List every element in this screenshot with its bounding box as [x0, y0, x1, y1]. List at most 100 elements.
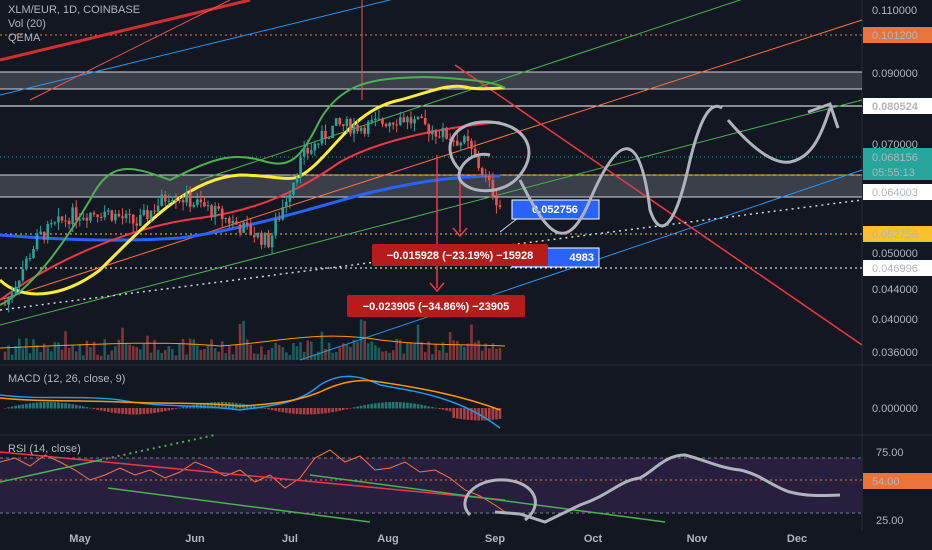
candle — [110, 210, 114, 221]
callout-pointer — [499, 217, 519, 233]
volume-bar — [235, 344, 238, 360]
macd-bar — [114, 408, 117, 414]
candle — [470, 140, 473, 149]
measure-arrow-1-head — [452, 227, 468, 238]
macd-bar — [35, 402, 39, 409]
volume-bar — [203, 348, 206, 360]
macd-bar — [21, 404, 25, 409]
x-tick: Sep — [485, 533, 505, 545]
macd-bar — [178, 407, 181, 409]
candle — [366, 121, 370, 134]
macd-bar — [181, 406, 185, 409]
macd-bar — [317, 408, 320, 415]
macd-bar — [25, 403, 28, 409]
x-tick: Oct — [584, 533, 603, 545]
macd-bar — [413, 403, 416, 409]
macd-bar — [452, 408, 456, 418]
volume-bar — [149, 352, 153, 360]
volume-bar — [57, 342, 60, 360]
rsi-legend[interactable]: RSI (14, close) — [8, 443, 81, 455]
macd-bar — [60, 402, 64, 409]
rsi-forecast-scribble — [494, 453, 841, 524]
macd-bar — [49, 402, 53, 409]
volume-bar — [356, 341, 359, 360]
candle — [117, 213, 121, 217]
candle — [17, 280, 21, 287]
svg-text:0.068156: 0.068156 — [872, 152, 918, 164]
candle — [309, 150, 313, 154]
macd-bar — [128, 408, 131, 415]
macd-bar — [423, 405, 427, 409]
candle — [281, 207, 285, 220]
macd-bar — [117, 408, 121, 414]
x-tick: Dec — [787, 533, 807, 545]
volume-bar — [146, 335, 149, 360]
macd-bar — [384, 402, 388, 409]
macd-bar — [377, 402, 381, 409]
volume-bar — [488, 348, 491, 360]
macd-bar — [359, 405, 363, 409]
candle — [324, 130, 327, 140]
candle — [25, 258, 28, 270]
candle — [370, 120, 374, 122]
macd-bar — [309, 408, 313, 415]
candle — [488, 175, 491, 181]
volume-bar — [3, 351, 7, 360]
volume-bar — [463, 346, 466, 360]
candle — [74, 207, 78, 221]
macd-bar — [67, 403, 71, 409]
volume-bar — [92, 341, 96, 360]
channel-line-red-top — [0, 0, 251, 62]
measure-label-2[interactable] — [347, 295, 525, 317]
volume-bar — [14, 345, 17, 360]
volume-ma-line — [0, 335, 506, 349]
symbol-title[interactable]: XLM/EUR, 1D, COINBASE — [8, 4, 141, 16]
candle — [356, 124, 359, 132]
qema-indicator-label[interactable]: QEMA — [8, 32, 41, 44]
volume-bar — [39, 351, 42, 360]
rsi-trend-red — [0, 451, 506, 501]
volume-bar — [434, 343, 438, 360]
candle — [413, 119, 416, 124]
candle — [406, 117, 409, 123]
candle — [82, 217, 85, 220]
macd-bar — [281, 408, 285, 413]
macd-bar — [381, 402, 384, 409]
volume-bar — [416, 324, 420, 360]
macd-bar — [153, 408, 156, 413]
candle — [480, 168, 484, 176]
macd-bar — [188, 405, 192, 409]
volume-indicator-label[interactable]: Vol (20) — [8, 18, 46, 30]
candle — [416, 116, 420, 120]
macd-bar — [441, 408, 445, 410]
candle — [249, 224, 253, 236]
macd-bar — [331, 408, 334, 413]
volume-bar — [263, 354, 267, 360]
macd-bar — [110, 408, 114, 413]
svg-text:05:55:13: 05:55:13 — [872, 167, 915, 179]
candle — [49, 223, 53, 225]
macd-bar — [463, 408, 466, 420]
candlestick-series — [3, 109, 502, 313]
candle — [153, 210, 156, 212]
macd-legend[interactable]: MACD (12, 26, close, 9) — [8, 373, 126, 385]
volume-bar — [395, 338, 399, 360]
volume-bar — [473, 342, 477, 360]
x-tick: May — [69, 533, 91, 545]
volume-bar — [163, 350, 167, 360]
ema-blue-line — [0, 174, 501, 242]
macd-bar — [149, 408, 153, 414]
macd-bar — [106, 408, 110, 412]
volume-bar — [224, 353, 228, 360]
volume-bar — [306, 340, 309, 360]
candle — [96, 214, 99, 217]
volume-bar — [188, 338, 192, 360]
measure-label-1[interactable] — [372, 244, 548, 266]
volume-bar — [110, 350, 114, 360]
candle — [228, 218, 231, 224]
volume-bar — [413, 342, 416, 360]
macd-bar — [71, 404, 74, 409]
macd-bar — [32, 402, 35, 409]
price-badge: 0.046996 — [863, 260, 932, 276]
